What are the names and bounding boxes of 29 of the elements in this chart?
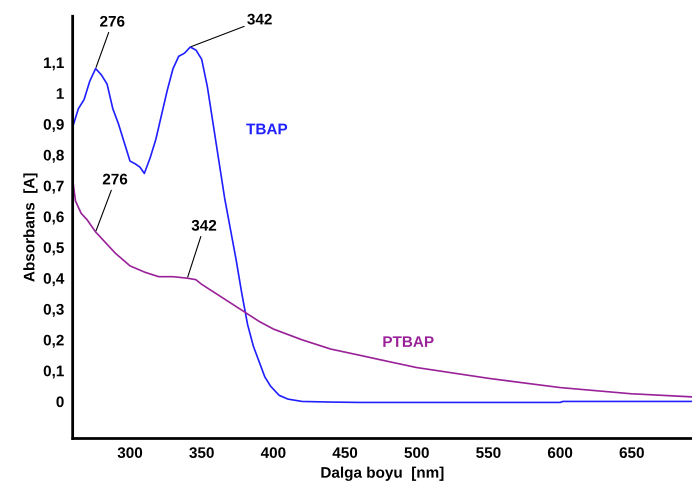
x-tick-label: 300 (118, 447, 142, 458)
y-tick-label: 1,1 (44, 57, 64, 70)
y-tick-label: 0,5 (44, 242, 64, 256)
y-axis-title: Absorbans [A] (23, 173, 38, 282)
y-tick-label: 0,6 (44, 211, 64, 224)
x-axis-title: Dalga boyu [nm] (321, 466, 444, 481)
annotation: 342 (192, 220, 216, 231)
line-series (72, 46, 692, 404)
y-tick-label: 0,3 (44, 304, 64, 317)
annotation: 342 (247, 14, 272, 25)
x-tick-label: 600 (548, 447, 572, 458)
y-tick-label: 0,7 (44, 180, 64, 194)
y-tick-label: 0,9 (44, 118, 64, 132)
y-tick-label: 0,8 (44, 150, 64, 163)
y-tick-label: 1 (56, 88, 64, 99)
x-tick-label: 650 (620, 447, 644, 458)
series-label: PTBAP (383, 336, 434, 347)
text: TBAP (246, 124, 288, 134)
y-tick-label: 0 (56, 396, 64, 408)
y-tick-label: 0,1 (44, 366, 64, 379)
x-tick-label: 550 (476, 447, 501, 458)
x-tick-label: 350 (189, 447, 214, 458)
x-tick-label: 450 (332, 447, 358, 458)
y-tick-label: 0,4 (44, 273, 64, 286)
x-tick-label: 500 (404, 447, 429, 458)
x-tick-label: 400 (260, 447, 286, 458)
annotation: 276 (100, 16, 124, 27)
annotation: 276 (102, 174, 128, 184)
y-tick-label: 0,2 (44, 334, 64, 348)
